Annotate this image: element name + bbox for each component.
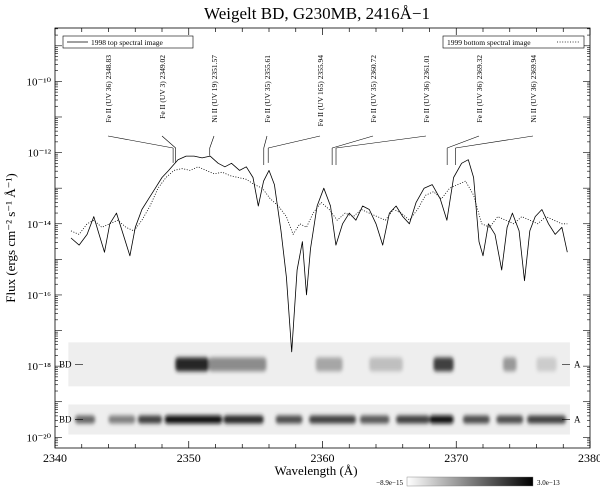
spectral-emission-blob bbox=[396, 415, 430, 424]
line-id-leader bbox=[209, 135, 215, 149]
line-id-label: Ni II (UV 19) 2351.57 bbox=[210, 55, 219, 123]
line-id-label: Fe II (UV 165) 2355.94 bbox=[316, 55, 325, 127]
spectral-emission-blob bbox=[309, 415, 356, 424]
x-tick-label: 2380 bbox=[578, 451, 600, 465]
series-layer bbox=[70, 155, 568, 353]
x-tick-label: 2350 bbox=[177, 451, 201, 465]
line-id-leader bbox=[447, 135, 480, 149]
line-id-leader bbox=[455, 135, 534, 149]
legend-left: 1998 top spectral image bbox=[62, 35, 194, 49]
spectral-emission-blob bbox=[462, 415, 490, 424]
spectral-emission-blob bbox=[315, 357, 343, 372]
spectral-emission-blob bbox=[275, 415, 303, 424]
legend-right: 1999 bottom spectral image bbox=[442, 35, 585, 49]
spectral-emission-blob bbox=[429, 415, 454, 424]
x-axis-label: Wavelength (Å) bbox=[274, 463, 357, 478]
line-id-leader bbox=[268, 135, 321, 149]
spectral-image bbox=[68, 342, 570, 435]
legend-right-box bbox=[442, 35, 585, 49]
legend-right-label: 1999 bottom spectral image bbox=[447, 38, 531, 47]
spectral-row-left-label: BD bbox=[59, 359, 72, 369]
chart-title: Weigelt BD, G230MB, 2416Å−1 bbox=[204, 4, 430, 23]
line-id-label: Fe II (UV 3) 2349.02 bbox=[158, 55, 167, 119]
spectral-emission-blob bbox=[108, 415, 136, 424]
y-tick-label: 10⁻¹⁰ bbox=[26, 76, 51, 88]
line-id-leader bbox=[332, 135, 374, 149]
x-axis: 2340 2350 2360 2370 2380 bbox=[43, 28, 600, 465]
spectral-emission-blob bbox=[75, 415, 96, 424]
legend-left-box bbox=[62, 35, 194, 49]
colorbar-gradient bbox=[406, 476, 534, 487]
spectral-row-left-label: BD bbox=[59, 415, 72, 425]
spectral-emission-blob bbox=[536, 357, 557, 372]
x-tick-label: 2370 bbox=[444, 451, 468, 465]
y-tick-label: 10⁻¹⁸ bbox=[27, 361, 51, 373]
y-axis-label: Flux (ergs cm⁻² s⁻¹ Å⁻¹) bbox=[3, 173, 18, 303]
line-id-leader bbox=[335, 135, 427, 149]
y-tick-label: 10⁻²⁰ bbox=[26, 432, 51, 444]
legend-left-label: 1998 top spectral image bbox=[91, 38, 164, 47]
y-tick-label: 10⁻¹⁴ bbox=[27, 219, 51, 231]
colorbar-max-label: 3.0e−13 bbox=[537, 479, 560, 487]
spectral-band-emission bbox=[175, 357, 557, 372]
spectral-row-right-label: A bbox=[574, 415, 581, 425]
spectral-emission-blob bbox=[359, 415, 390, 424]
spectral-band-emission bbox=[75, 415, 566, 424]
spectral-emission-blob bbox=[208, 357, 267, 372]
spectral-emission-blob bbox=[503, 357, 517, 372]
spectral-emission-blob bbox=[527, 415, 566, 424]
x-tick-label: 2340 bbox=[43, 451, 67, 465]
spectral-emission-blob bbox=[164, 415, 223, 424]
spectral-emission-blob bbox=[137, 415, 162, 424]
y-axis: 10⁻²⁰ 10⁻¹⁸ 10⁻¹⁶ 10⁻¹⁴ 10⁻¹² 10⁻¹⁰ bbox=[26, 28, 590, 446]
spectral-emission-blob bbox=[433, 357, 454, 372]
colorbar-min-label: −8.9e−15 bbox=[376, 479, 403, 487]
y-tick-label: 10⁻¹² bbox=[28, 148, 52, 160]
line-id-label: Fe II (UV 36) 2361.01 bbox=[422, 55, 431, 123]
line-id-label: Fe II (UV 35) 2360.72 bbox=[369, 55, 378, 123]
y-tick-label: 10⁻¹⁶ bbox=[27, 290, 51, 302]
line-id-leader bbox=[107, 135, 174, 149]
line-id-label: Fe II (UV 35) 2355.61 bbox=[263, 55, 272, 123]
colorbar: −8.9e−15 3.0e−13 bbox=[376, 476, 560, 487]
spectral-emission-blob bbox=[223, 415, 264, 424]
line-identifications: Fe II (UV 36) 2348.83 Fe II (UV 3) 2349.0… bbox=[104, 55, 538, 165]
x-tick-label: 2360 bbox=[311, 451, 335, 465]
line-id-label: Ni II (UV 36) 2369.94 bbox=[529, 55, 538, 123]
line-id-leader bbox=[263, 135, 268, 149]
spectral-row-right-label: A bbox=[574, 359, 581, 369]
line-id-leader bbox=[161, 135, 176, 149]
line-id-label: Fe II (UV 36) 2369.32 bbox=[475, 55, 484, 123]
line-id-label: Fe II (UV 36) 2348.83 bbox=[104, 55, 113, 123]
series-line-1 bbox=[70, 155, 568, 353]
spectral-emission-blob bbox=[496, 415, 524, 424]
spectral-emission-blob bbox=[369, 357, 403, 372]
spectral-emission-blob bbox=[175, 357, 209, 372]
